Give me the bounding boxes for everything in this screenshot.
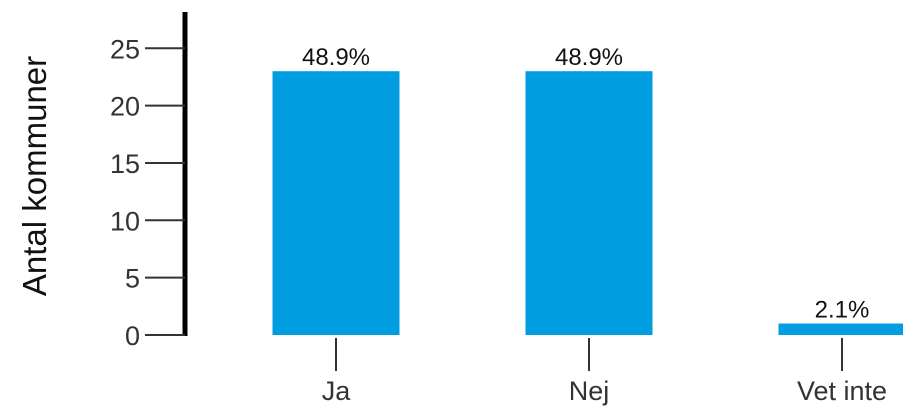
- bar-vet-inte: [778, 323, 903, 335]
- bar-nej: [525, 71, 653, 335]
- y-axis-title: Antal kommuner: [16, 56, 53, 296]
- y-tick-label: 25: [110, 34, 140, 64]
- x-tick-label: Nej: [569, 376, 610, 406]
- y-tick-label: 5: [125, 264, 140, 294]
- bar-ja: [272, 71, 400, 335]
- y-tick-label: 20: [110, 92, 140, 122]
- x-tick-label: Vet inte: [797, 376, 887, 406]
- y-tick-label: 0: [125, 321, 140, 351]
- x-axis: Ja Nej Vet inte: [322, 338, 887, 406]
- data-label: 2.1%: [815, 297, 870, 324]
- y-axis: 0 5 10 15 20 25: [110, 12, 188, 351]
- x-tick-label: Ja: [322, 376, 352, 406]
- data-label: 48.9%: [302, 44, 370, 71]
- y-tick-label: 15: [110, 149, 140, 179]
- data-label: 48.9%: [555, 44, 623, 71]
- y-tick-label: 10: [110, 206, 140, 236]
- bars: 48.9% 48.9% 2.1%: [272, 44, 903, 335]
